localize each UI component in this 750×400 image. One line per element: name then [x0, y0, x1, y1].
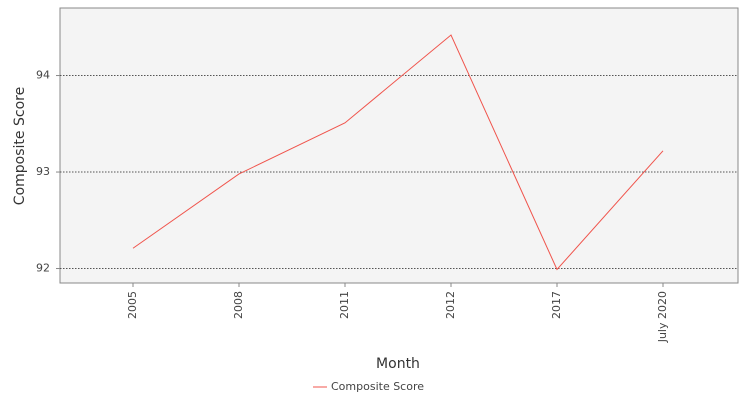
x-tick-label: July 2020	[656, 291, 669, 343]
x-tick-label: 2011	[338, 291, 351, 319]
y-axis-title: Composite Score	[12, 87, 28, 205]
x-tick-label: 2012	[444, 291, 457, 319]
y-tick-label: 93	[36, 165, 50, 178]
x-axis-title: Month	[376, 356, 420, 372]
plot-area	[59, 7, 739, 284]
legend-label: Composite Score	[331, 380, 424, 393]
x-tick-label: 2017	[550, 291, 563, 319]
y-tick-label: 92	[36, 262, 50, 275]
line	[132, 34, 664, 271]
x-tick-label: 2008	[232, 291, 245, 319]
y-tick-label: 94	[36, 69, 50, 82]
x-tick-label: 2005	[126, 291, 139, 319]
